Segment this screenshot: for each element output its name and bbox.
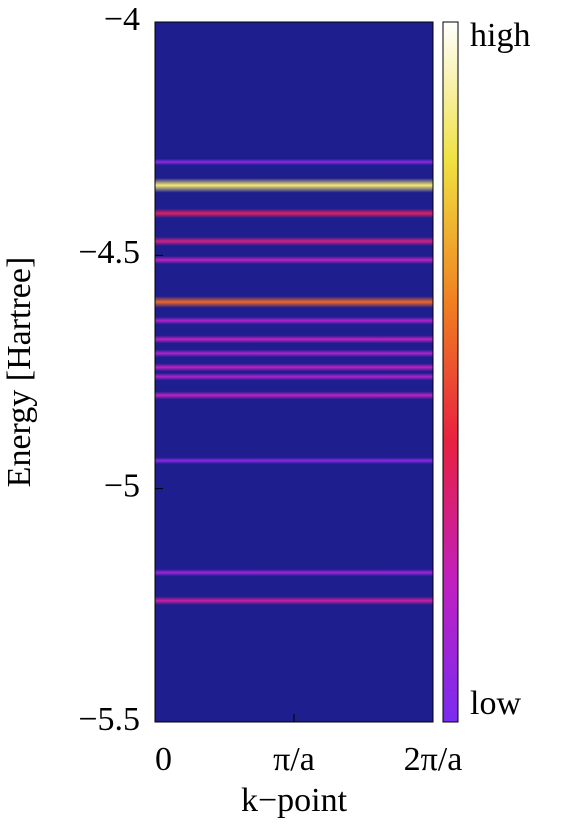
- band: [155, 178, 433, 193]
- band: [155, 596, 433, 605]
- plot-background: [155, 22, 433, 722]
- y-tick-label: −5: [104, 467, 140, 504]
- band: [155, 316, 433, 325]
- band: [155, 457, 433, 464]
- band: [155, 296, 433, 308]
- y-tick-label: −4: [104, 1, 140, 38]
- x-tick-label: π/a: [273, 741, 315, 778]
- band: [155, 208, 433, 219]
- x-axis-label: k−point: [241, 782, 348, 819]
- x-tick-label: 2π/a: [404, 741, 463, 778]
- band: [155, 236, 433, 246]
- y-axis-label: Energy [Hartree]: [1, 257, 38, 488]
- band: [155, 391, 433, 400]
- band: [155, 363, 433, 372]
- colorbar-low-label: low: [470, 685, 521, 722]
- band: [155, 372, 433, 381]
- band: [155, 158, 433, 166]
- band: [155, 569, 433, 577]
- y-tick-label: −4.5: [78, 234, 140, 271]
- band: [155, 335, 433, 344]
- band: [155, 349, 433, 358]
- band: [155, 256, 433, 264]
- colorbar-high-label: high: [470, 17, 530, 54]
- y-tick-label: −5.5: [78, 701, 140, 738]
- colorbar: [442, 21, 459, 723]
- x-tick-label: 0: [155, 741, 172, 778]
